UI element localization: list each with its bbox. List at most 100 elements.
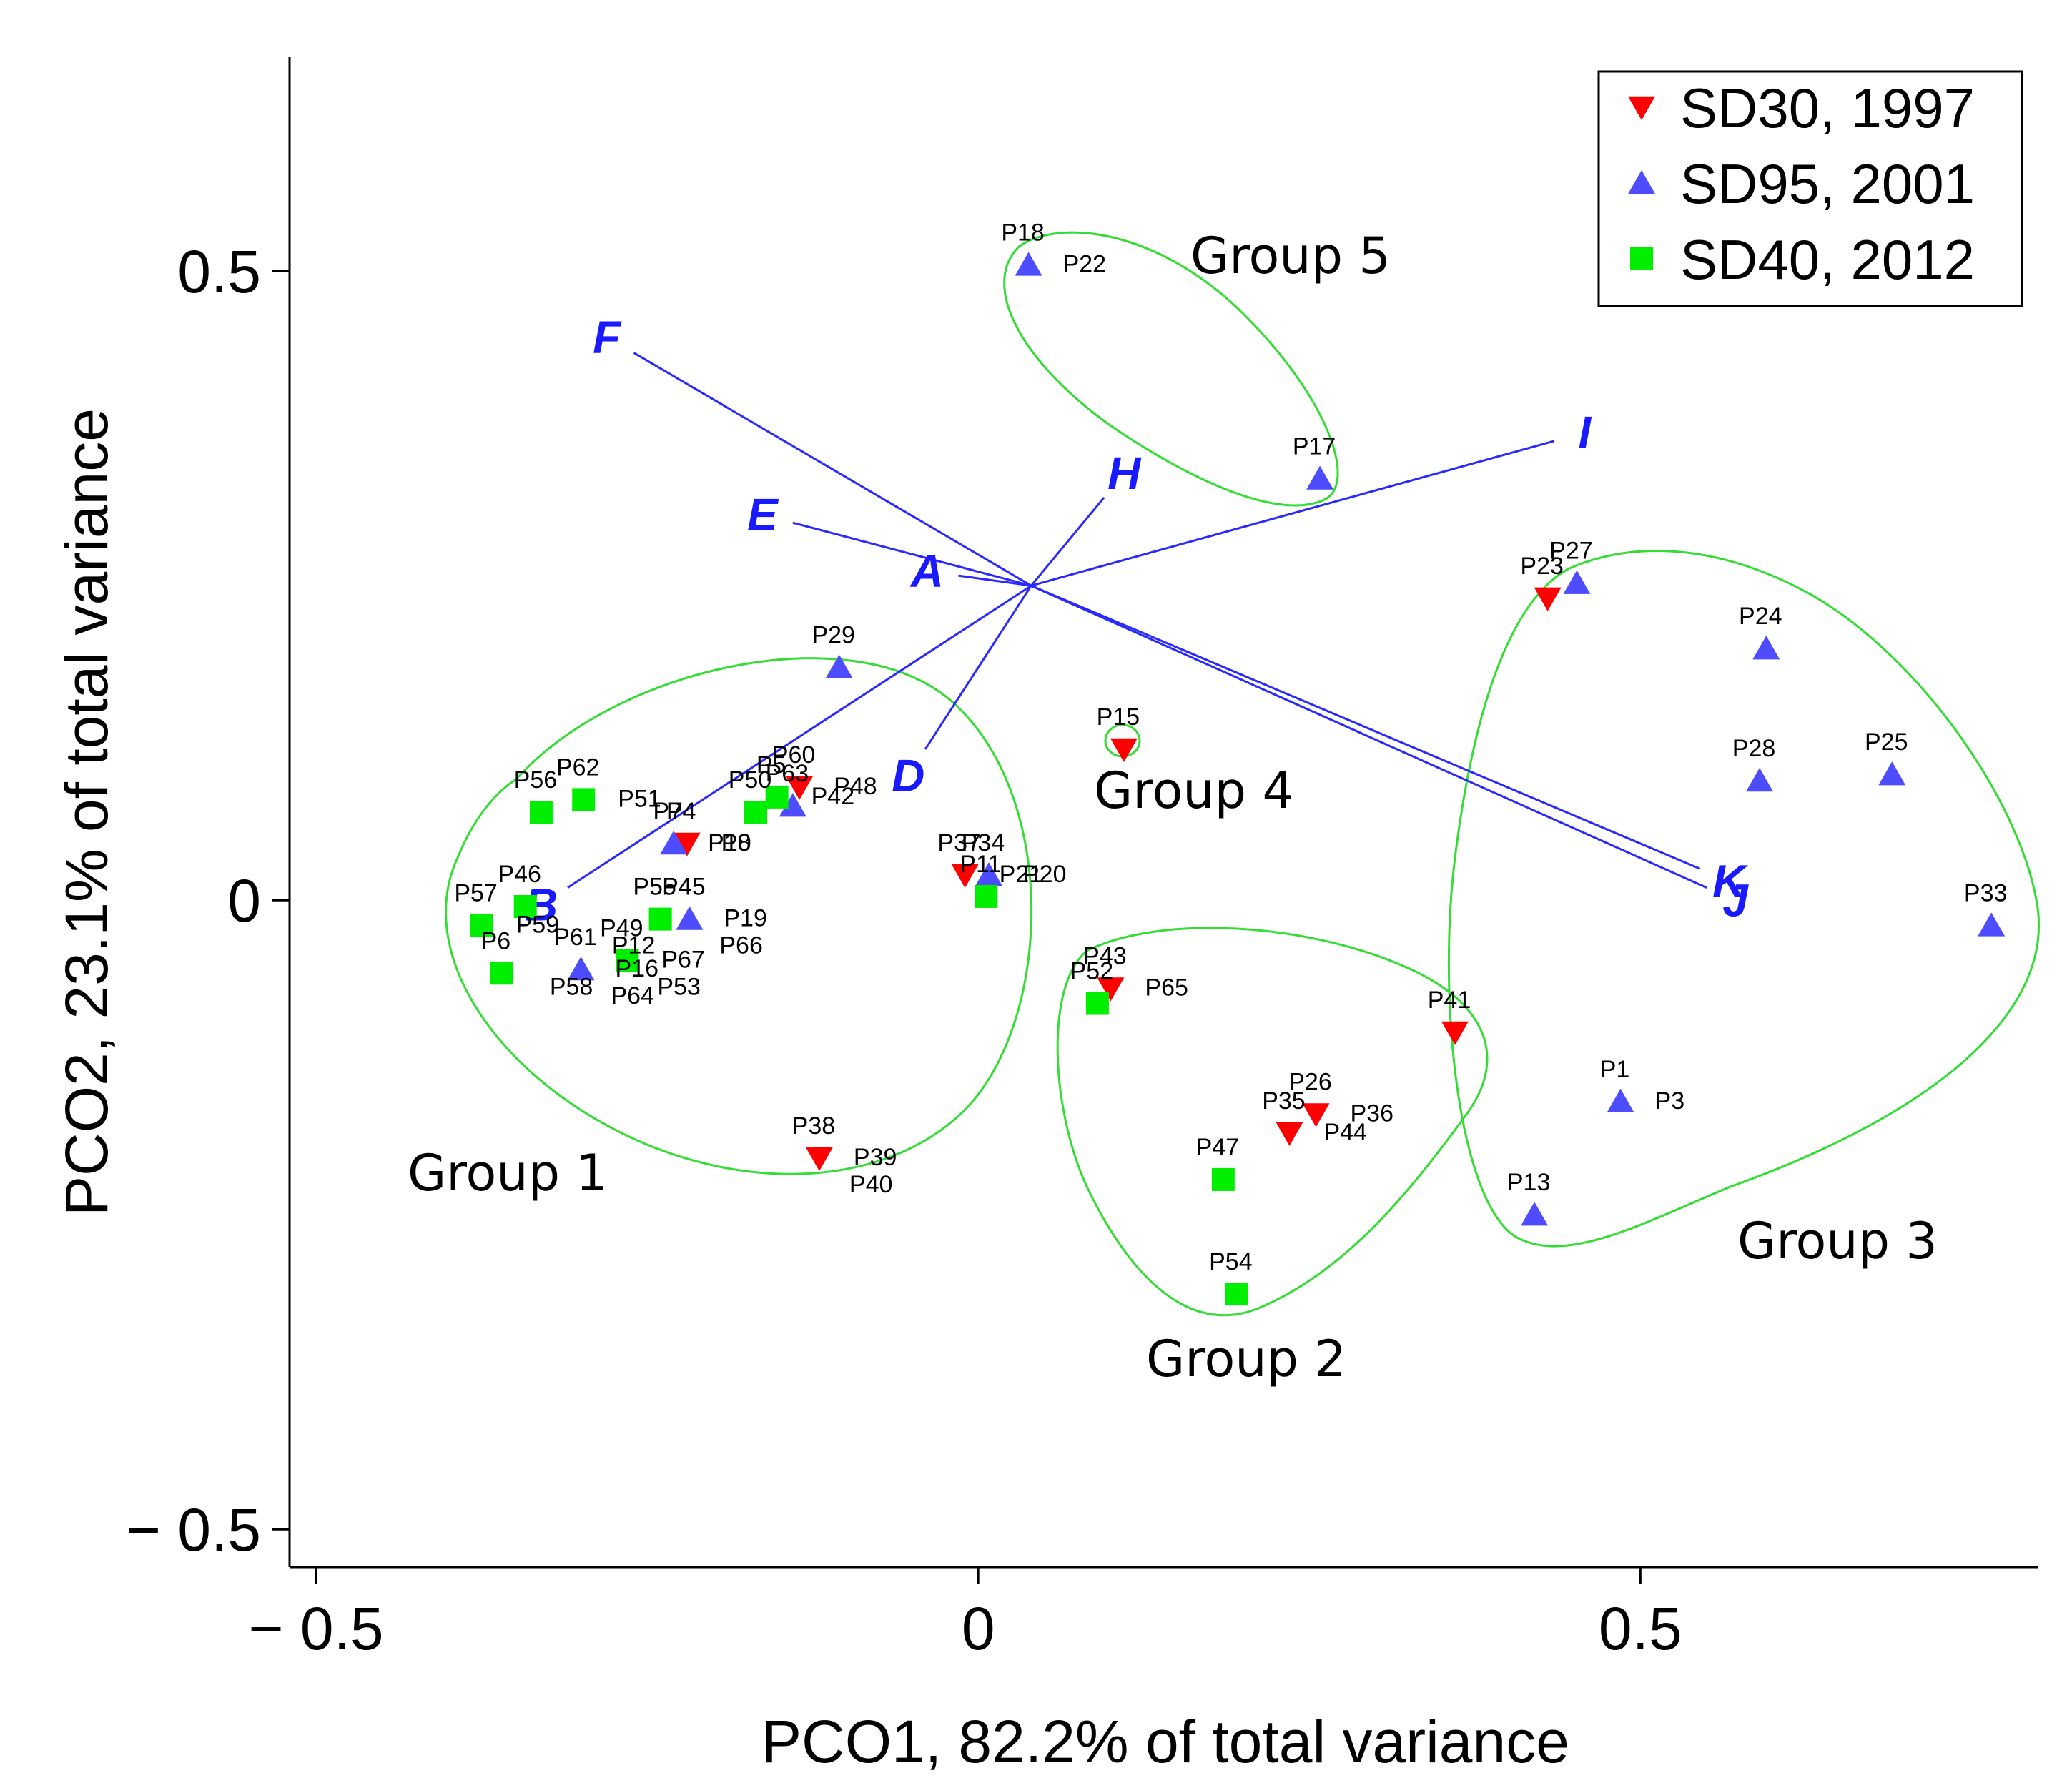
point-label-p47: P47 xyxy=(1196,1134,1240,1161)
point-p54 xyxy=(1225,1283,1248,1306)
point-p33 xyxy=(1978,912,2006,937)
point-label-p13: P13 xyxy=(1507,1169,1551,1196)
legend-marker-sd40-2012 xyxy=(1630,247,1653,270)
point-label-p51: P51 xyxy=(618,785,661,812)
point-label-p4: P4 xyxy=(666,798,696,825)
point-label-p35: P35 xyxy=(1262,1087,1306,1115)
point-label-p60: P60 xyxy=(772,741,816,769)
point-label-p48: P48 xyxy=(834,773,877,800)
point-label-p53: P53 xyxy=(657,974,701,1001)
point-label-p65: P65 xyxy=(1145,974,1188,1001)
point-label-p44: P44 xyxy=(1323,1119,1367,1146)
point-label-p18: P18 xyxy=(1001,219,1045,246)
point-label-p24: P24 xyxy=(1739,603,1782,630)
vector-j-label: J xyxy=(1722,875,1749,927)
point-label-p12: P12 xyxy=(612,932,656,959)
point-label-p58: P58 xyxy=(550,974,593,1001)
point-p61 xyxy=(567,956,595,981)
point-label-p19: P19 xyxy=(724,905,767,932)
group-1-outline xyxy=(445,657,1032,1175)
point-p49 xyxy=(616,949,639,972)
vector-h-label: H xyxy=(1107,448,1142,499)
vector-k-line xyxy=(1030,584,1701,870)
point-p13 xyxy=(1521,1202,1549,1226)
point-label-p37: P37 xyxy=(937,829,981,856)
vector-a-label: A xyxy=(909,545,944,597)
point-label-p56: P56 xyxy=(514,766,558,794)
point-label-p5: P5 xyxy=(756,751,786,779)
point-label-p42: P42 xyxy=(811,783,855,810)
group-outlines xyxy=(445,231,2040,1317)
group-4-label: Group 4 xyxy=(1094,761,1294,820)
point-label-p22: P22 xyxy=(1063,250,1107,277)
point-p17 xyxy=(1306,465,1334,490)
vector-f-label: F xyxy=(593,311,622,362)
point-p23 xyxy=(1534,587,1562,611)
y-tick-label: − 0.5 xyxy=(126,1496,261,1564)
point-p47 xyxy=(1211,1167,1235,1191)
point-label-p39: P39 xyxy=(854,1144,897,1171)
point-label-p49: P49 xyxy=(600,915,643,942)
y-ticks: − 0.5 0 0.5 xyxy=(126,238,290,1564)
point-p26 xyxy=(1302,1103,1330,1127)
point-label-p6: P6 xyxy=(481,927,511,954)
point-label-p41: P41 xyxy=(1428,987,1471,1014)
group-3-outline xyxy=(1447,550,2040,1248)
point-label-p1: P1 xyxy=(1600,1056,1630,1083)
legend-marker-sd30-1997 xyxy=(1628,96,1655,121)
point-label-p61: P61 xyxy=(553,924,597,951)
point-label-p50: P50 xyxy=(729,766,772,794)
point-label-p3: P3 xyxy=(1655,1087,1685,1115)
axes xyxy=(288,57,2038,1569)
point-label-p54: P54 xyxy=(1209,1248,1253,1275)
point-label-p57: P57 xyxy=(454,879,498,907)
point-label-p10: P10 xyxy=(708,829,751,856)
group-3-label: Group 3 xyxy=(1737,1212,1938,1270)
point-p50 xyxy=(744,801,767,824)
point-label-p21: P21 xyxy=(1000,861,1043,888)
x-tick-label: − 0.5 xyxy=(248,1595,383,1662)
point-label-p59: P59 xyxy=(516,911,560,938)
y-tick-label: 0 xyxy=(227,867,261,934)
group-2-label: Group 2 xyxy=(1146,1330,1346,1388)
group-5-outline xyxy=(1003,231,1339,507)
point-p63 xyxy=(779,793,806,817)
point-p38 xyxy=(805,1147,833,1172)
vector-k-label: K xyxy=(1712,855,1749,907)
point-p37 xyxy=(951,864,979,889)
point-p4 xyxy=(673,832,701,857)
point-label-p7: P7 xyxy=(653,798,683,825)
point-label-p64: P64 xyxy=(611,982,655,1009)
point-p25 xyxy=(1878,761,1906,786)
group-2-outline xyxy=(1056,927,1489,1317)
point-p41 xyxy=(1441,1021,1469,1046)
legend-label-sd30-1997: SD30, 1997 xyxy=(1680,76,1975,139)
point-label-p27: P27 xyxy=(1549,538,1593,565)
group-5-label: Group 5 xyxy=(1190,227,1391,285)
vector-h-line xyxy=(1030,497,1105,587)
point-label-p45: P45 xyxy=(662,874,706,901)
x-tick-label: 0 xyxy=(962,1595,995,1662)
point-label-p34: P34 xyxy=(962,829,1005,856)
point-label-p40: P40 xyxy=(849,1171,893,1198)
point-label-p23: P23 xyxy=(1520,553,1564,580)
point-p45 xyxy=(676,906,704,930)
legend-box xyxy=(1597,70,2023,307)
point-label-p38: P38 xyxy=(792,1112,836,1140)
point-p57 xyxy=(470,914,493,937)
point-p46 xyxy=(513,895,537,918)
vector-i-line xyxy=(1030,440,1555,587)
point-p6 xyxy=(490,962,513,985)
point-p28 xyxy=(1746,767,1774,792)
point-label-p62: P62 xyxy=(556,754,600,781)
point-p43 xyxy=(1097,977,1125,1002)
x-tick-label: 0.5 xyxy=(1599,1595,1682,1662)
point-p1 xyxy=(1607,1088,1634,1112)
point-p11 xyxy=(975,884,998,908)
point-p15 xyxy=(1110,738,1138,763)
point-p29 xyxy=(825,654,853,678)
point-label-p52: P52 xyxy=(1070,958,1114,985)
point-label-p16: P16 xyxy=(616,955,659,982)
